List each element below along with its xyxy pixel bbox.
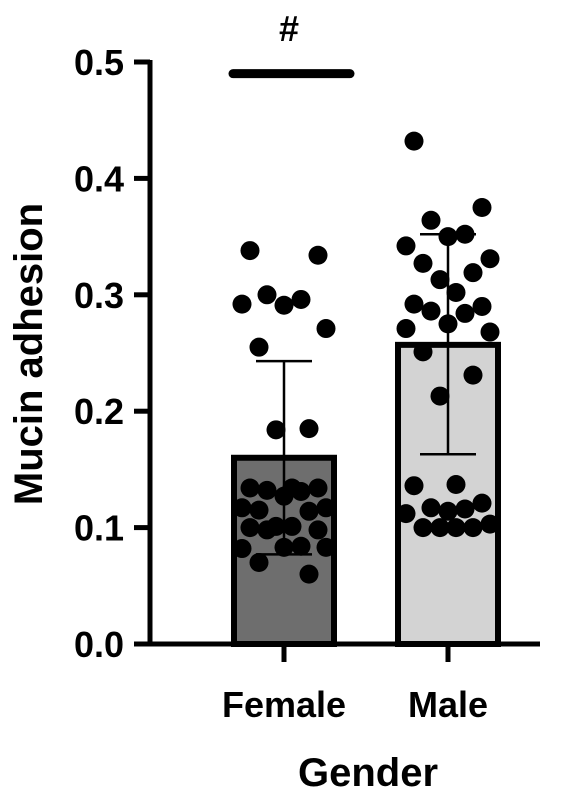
data-point bbox=[257, 520, 277, 540]
data-point bbox=[413, 342, 433, 362]
data-point bbox=[404, 131, 424, 151]
data-point bbox=[316, 537, 336, 557]
data-point bbox=[446, 518, 466, 538]
data-point bbox=[249, 500, 269, 520]
x-tick-label: Female bbox=[222, 684, 346, 725]
data-point bbox=[455, 499, 475, 519]
data-point bbox=[274, 486, 294, 506]
data-point bbox=[291, 289, 311, 309]
data-point bbox=[396, 504, 416, 524]
data-point bbox=[282, 516, 302, 536]
data-point bbox=[232, 539, 252, 559]
data-point bbox=[480, 249, 500, 269]
data-point bbox=[249, 553, 269, 573]
y-axis-title: Mucin adhesion bbox=[7, 203, 51, 505]
y-tick-label: 0.1 bbox=[74, 508, 124, 549]
y-tick-label: 0.5 bbox=[74, 42, 124, 83]
data-point bbox=[396, 236, 416, 256]
data-point bbox=[455, 224, 475, 244]
x-axis-title: Gender bbox=[298, 751, 438, 795]
data-point bbox=[472, 198, 492, 217]
data-point bbox=[266, 420, 286, 440]
data-point bbox=[299, 564, 319, 584]
data-point bbox=[480, 514, 500, 534]
significance-symbol: # bbox=[279, 8, 299, 49]
data-points bbox=[232, 131, 500, 584]
data-point bbox=[299, 501, 319, 521]
data-point bbox=[232, 294, 252, 314]
data-point bbox=[455, 303, 475, 323]
data-point bbox=[463, 263, 483, 283]
y-tick-label: 0.3 bbox=[74, 275, 124, 316]
data-point bbox=[291, 536, 311, 556]
data-point bbox=[413, 253, 433, 273]
data-point bbox=[274, 537, 294, 557]
data-point bbox=[446, 475, 466, 495]
data-point bbox=[472, 296, 492, 316]
data-point bbox=[430, 518, 450, 538]
data-point bbox=[404, 294, 424, 314]
data-point bbox=[308, 478, 328, 498]
data-point bbox=[257, 285, 277, 305]
data-point bbox=[421, 210, 441, 230]
data-point bbox=[430, 386, 450, 406]
x-axis-ticks: Female Male bbox=[222, 644, 488, 725]
y-axis-ticks: 0.0 0.1 0.2 0.3 0.4 0.5 bbox=[74, 42, 150, 665]
data-point bbox=[291, 482, 311, 502]
data-point bbox=[396, 319, 416, 339]
data-point bbox=[316, 498, 336, 518]
data-point bbox=[308, 245, 328, 265]
y-tick-label: 0.4 bbox=[74, 158, 124, 199]
data-point bbox=[430, 270, 450, 290]
data-point bbox=[463, 365, 483, 385]
data-point bbox=[438, 501, 458, 521]
data-point bbox=[438, 227, 458, 247]
data-point bbox=[249, 337, 269, 357]
data-point bbox=[240, 518, 260, 538]
data-point bbox=[257, 480, 277, 500]
data-point bbox=[472, 493, 492, 513]
data-point bbox=[299, 419, 319, 439]
data-point bbox=[274, 295, 294, 315]
data-point bbox=[404, 476, 424, 496]
data-point bbox=[446, 282, 466, 302]
data-point bbox=[438, 314, 458, 334]
data-point bbox=[240, 478, 260, 498]
data-point bbox=[316, 319, 336, 339]
y-tick-label: 0.2 bbox=[74, 391, 124, 432]
data-point bbox=[421, 301, 441, 321]
data-point bbox=[421, 498, 441, 518]
x-tick-label: Male bbox=[408, 684, 488, 725]
data-point bbox=[240, 241, 260, 261]
y-tick-label: 0.0 bbox=[74, 624, 124, 665]
data-point bbox=[413, 518, 433, 538]
data-point bbox=[308, 520, 328, 540]
data-point bbox=[480, 322, 500, 342]
data-point bbox=[463, 518, 483, 538]
data-point bbox=[232, 498, 252, 518]
